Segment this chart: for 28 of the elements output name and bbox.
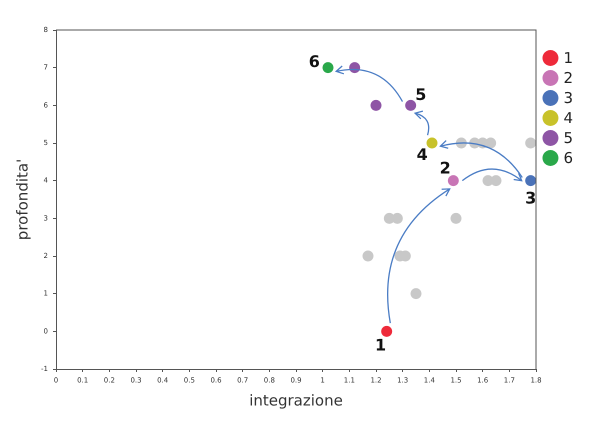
legend-label: 4	[563, 109, 574, 127]
point	[370, 100, 382, 111]
point	[381, 326, 392, 337]
point	[392, 212, 403, 224]
x-axis-title: integrazione	[249, 392, 343, 410]
annotation: 6	[308, 52, 320, 71]
annotation: 1	[375, 336, 386, 355]
legend-label: 6	[563, 149, 574, 167]
point	[450, 212, 462, 224]
point	[322, 62, 334, 74]
point	[485, 138, 496, 148]
legend-label: 1	[563, 49, 574, 67]
point	[362, 250, 374, 262]
point	[525, 138, 536, 148]
annotation: 5	[415, 84, 426, 104]
point	[426, 138, 438, 148]
annotation: 3	[525, 188, 536, 208]
point	[448, 175, 459, 186]
legend-label: 3	[563, 89, 574, 107]
y-axis-title: profondita'	[14, 158, 32, 240]
annotation: 2	[440, 158, 451, 178]
annotation: 4	[416, 144, 428, 164]
legend-label: 5	[563, 129, 574, 147]
point	[410, 288, 422, 300]
legend-label: 2	[563, 69, 574, 87]
point	[490, 175, 502, 186]
point	[525, 175, 536, 186]
point	[405, 100, 416, 111]
